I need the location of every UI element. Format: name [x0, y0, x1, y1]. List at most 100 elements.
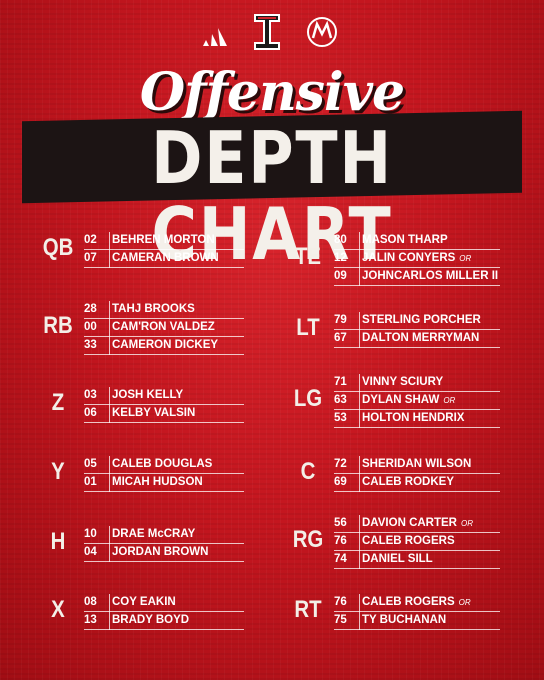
- player-name: STERLING PORCHER: [362, 314, 481, 326]
- jersey-number: 76: [334, 535, 347, 547]
- adidas-logo: [203, 28, 227, 46]
- player-list: 08 COY EAKIN 13 BRADY BOYD: [84, 594, 244, 630]
- player-row: 74 DANIEL SILL: [334, 551, 500, 569]
- player-name: DALTON MERRYMAN: [362, 332, 480, 344]
- player-row: 67 DALTON MERRYMAN: [334, 330, 500, 348]
- player-name: JALIN CONYERS: [362, 252, 456, 264]
- player-row: 13 BRADY BOYD: [84, 612, 244, 630]
- player-name: CALEB DOUGLAS: [112, 458, 213, 470]
- player-row: 03 JOSH KELLY: [84, 387, 244, 405]
- column-divider: [109, 232, 110, 268]
- jersey-number: 53: [334, 412, 347, 424]
- player-name: KELBY VALSIN: [112, 407, 196, 419]
- player-row: 12 JALIN CONYERS OR: [334, 250, 500, 268]
- player-name: DANIEL SILL: [362, 553, 433, 565]
- player-row: 69 CALEB RODKEY: [334, 474, 500, 492]
- position-label: RB: [43, 312, 73, 339]
- or-label: OR: [459, 254, 472, 263]
- column-divider: [359, 456, 360, 492]
- player-name: JOHNCARLOS MILLER II: [362, 270, 499, 282]
- player-name: TY BUCHANAN: [362, 614, 447, 626]
- or-label: OR: [458, 598, 471, 607]
- player-name: CALEB ROGERS: [362, 596, 455, 608]
- player-list: 72 SHERIDAN WILSON 69 CALEB RODKEY: [334, 456, 500, 492]
- jersey-number: 56: [334, 517, 347, 529]
- position-label: RT: [294, 596, 322, 623]
- jersey-number: 07: [84, 252, 97, 264]
- column-divider: [359, 594, 360, 630]
- player-name: BRADY BOYD: [112, 614, 190, 626]
- jersey-number: 03: [84, 389, 97, 401]
- player-row: 53 HOLTON HENDRIX: [334, 410, 500, 428]
- jersey-number: 04: [84, 546, 97, 558]
- player-name: MASON THARP: [362, 234, 448, 246]
- column-divider: [109, 456, 110, 492]
- player-list: 28 TAHJ BROOKS 00 CAM'RON VALDEZ 33 CAMERON D…: [84, 301, 244, 355]
- player-row: 71 VINNY SCIURY: [334, 374, 500, 392]
- jersey-number: 06: [84, 407, 97, 419]
- position-label: LG: [293, 385, 323, 412]
- player-name: JORDAN BROWN: [112, 546, 209, 558]
- mh-logo: [307, 17, 337, 47]
- jersey-number: 69: [334, 476, 347, 488]
- player-row: 06 KELBY VALSIN: [84, 405, 244, 423]
- player-name: COY EAKIN: [112, 596, 176, 608]
- player-row: 56 DAVION CARTER OR: [334, 515, 500, 533]
- position-label: H: [50, 528, 66, 555]
- position-label: Z: [51, 389, 65, 416]
- column-divider: [359, 232, 360, 286]
- jersey-number: 74: [334, 553, 347, 565]
- player-row: 28 TAHJ BROOKS: [84, 301, 244, 319]
- player-name: BEHREN MORTON: [112, 234, 215, 246]
- jersey-number: 12: [334, 252, 347, 264]
- player-row: 05 CALEB DOUGLAS: [84, 456, 244, 474]
- player-row: 09 JOHNCARLOS MILLER II: [334, 268, 500, 286]
- position-label: TE: [294, 243, 322, 270]
- player-name: DYLAN SHAW: [362, 394, 440, 406]
- jersey-number: 00: [84, 321, 97, 333]
- column-divider: [109, 594, 110, 630]
- position-label: Y: [51, 458, 65, 485]
- player-row: 80 MASON THARP: [334, 232, 500, 250]
- texas-tech-double-t-logo: [254, 14, 280, 50]
- player-row: 33 CAMERON DICKEY: [84, 337, 244, 355]
- jersey-number: 80: [334, 234, 347, 246]
- player-name: SHERIDAN WILSON: [362, 458, 472, 470]
- player-name: DAVION CARTER: [362, 517, 457, 529]
- player-name: DRAE McCRAY: [112, 528, 196, 540]
- jersey-number: 76: [334, 596, 347, 608]
- player-list: 05 CALEB DOUGLAS 01 MICAH HUDSON: [84, 456, 244, 492]
- player-name: HOLTON HENDRIX: [362, 412, 465, 424]
- jersey-number: 33: [84, 339, 97, 351]
- player-list: 79 STERLING PORCHER 67 DALTON MERRYMAN: [334, 312, 500, 348]
- position-label: RG: [292, 526, 324, 553]
- jersey-number: 02: [84, 234, 97, 246]
- jersey-number: 10: [84, 528, 97, 540]
- player-name: CALEB ROGERS: [362, 535, 455, 547]
- player-list: 10 DRAE McCRAY 04 JORDAN BROWN: [84, 526, 244, 562]
- player-row: 10 DRAE McCRAY: [84, 526, 244, 544]
- player-list: 56 DAVION CARTER OR 76 CALEB ROGERS 74 DANIEL …: [334, 515, 500, 569]
- player-row: 63 DYLAN SHAW OR: [334, 392, 500, 410]
- player-name: CAM'RON VALDEZ: [112, 321, 215, 333]
- player-list: 02 BEHREN MORTON 07 CAMERAN BROWN: [84, 232, 244, 268]
- column-divider: [109, 301, 110, 355]
- position-label: X: [51, 596, 65, 623]
- player-row: 76 CALEB ROGERS: [334, 533, 500, 551]
- player-row: 72 SHERIDAN WILSON: [334, 456, 500, 474]
- or-label: OR: [443, 396, 456, 405]
- position-label: QB: [42, 234, 74, 261]
- title-script: Offensive: [139, 62, 405, 123]
- column-divider: [109, 526, 110, 562]
- jersey-number: 13: [84, 614, 97, 626]
- player-name: CAMERON DICKEY: [112, 339, 219, 351]
- column-divider: [359, 312, 360, 348]
- or-label: OR: [460, 519, 473, 528]
- player-name: MICAH HUDSON: [112, 476, 203, 488]
- player-row: 79 STERLING PORCHER: [334, 312, 500, 330]
- jersey-number: 09: [334, 270, 347, 282]
- jersey-number: 63: [334, 394, 347, 406]
- player-row: 07 CAMERAN BROWN: [84, 250, 244, 268]
- player-list: 03 JOSH KELLY 06 KELBY VALSIN: [84, 387, 244, 423]
- player-row: 76 CALEB ROGERS OR: [334, 594, 500, 612]
